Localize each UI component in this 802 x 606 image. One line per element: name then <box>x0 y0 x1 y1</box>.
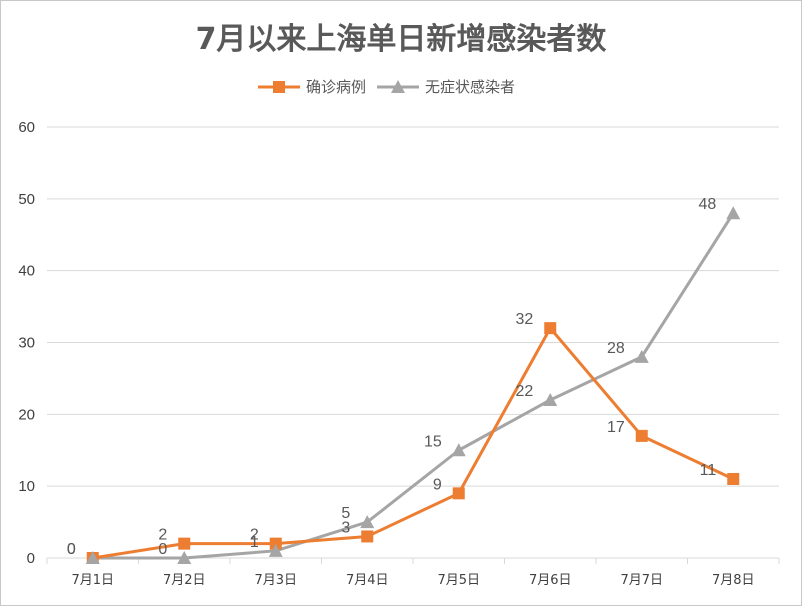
legend-label-series-1: 无症状感染者 <box>425 78 515 96</box>
data-label-series-1: 0 <box>67 541 76 558</box>
series-1-point <box>634 349 649 363</box>
x-tick-label: 7月6日 <box>529 573 572 588</box>
x-tick-label: 7月7日 <box>620 573 663 588</box>
data-label-series-1: 15 <box>424 433 442 450</box>
data-label-series-0: 2 <box>158 527 167 544</box>
series-0-point <box>544 322 557 335</box>
y-tick-label: 50 <box>18 191 35 208</box>
data-label-series-1: 0 <box>158 541 167 558</box>
x-tick-label: 7月1日 <box>71 573 114 588</box>
series-0-point <box>635 429 648 442</box>
y-tick-label: 0 <box>27 550 35 567</box>
series-0-point <box>727 472 740 485</box>
y-tick-label: 10 <box>18 478 35 495</box>
series-line-0 <box>92 326 734 560</box>
data-label-series-1: 28 <box>607 340 625 357</box>
data-label-series-1: 1 <box>250 534 259 551</box>
series-0-point <box>269 537 282 550</box>
x-tick-label: 7月5日 <box>437 573 480 588</box>
series-0-point <box>361 530 374 543</box>
series-1-point <box>726 206 741 220</box>
y-tick-label: 20 <box>18 406 35 423</box>
series-0-point <box>452 487 465 500</box>
legend-marker-series-1 <box>391 80 405 93</box>
data-label-series-0: 0 <box>67 541 76 558</box>
data-label-series-1: 48 <box>698 196 716 213</box>
series-1-point <box>268 543 283 557</box>
y-tick-label: 60 <box>18 119 35 136</box>
data-label-series-1: 22 <box>515 383 533 400</box>
legend-label-series-0: 确诊病例 <box>306 78 366 96</box>
data-label-series-0: 9 <box>433 476 442 493</box>
series-1-point <box>451 443 466 457</box>
x-tick-label: 7月3日 <box>254 573 297 588</box>
series-group <box>85 206 741 564</box>
y-tick-label: 30 <box>18 335 35 352</box>
legend-marker-series-0 <box>273 81 285 93</box>
data-label-series-0: 11 <box>700 462 717 479</box>
series-0-point <box>178 537 191 550</box>
data-label-series-0: 17 <box>607 419 625 436</box>
x-tick-label: 7月4日 <box>346 573 389 588</box>
data-label-series-0: 3 <box>341 519 350 536</box>
y-axis-ticks: 0 10 20 30 40 50 60 <box>18 119 35 567</box>
series-1-point <box>177 551 192 564</box>
data-label-series-0: 32 <box>515 311 533 328</box>
series-1-point <box>360 515 375 529</box>
y-tick-label: 40 <box>18 263 35 280</box>
legend: 确诊病例 无症状感染者 <box>258 78 515 96</box>
series-line-1 <box>92 212 735 560</box>
x-tick-label: 7月2日 <box>163 573 206 588</box>
data-label-series-0: 2 <box>250 527 259 544</box>
data-label-series-1: 5 <box>341 505 350 522</box>
series-1-point <box>543 392 558 406</box>
chart-title: 7月以来上海单日新增感染者数 <box>196 22 608 57</box>
x-tick-label: 7月8日 <box>712 573 755 588</box>
series-1-point <box>85 551 100 564</box>
x-axis-ticks: 7月1日 7月2日 7月3日 7月4日 7月5日 7月6日 7月7日 7月8日 <box>46 558 780 588</box>
gridlines <box>47 126 779 487</box>
